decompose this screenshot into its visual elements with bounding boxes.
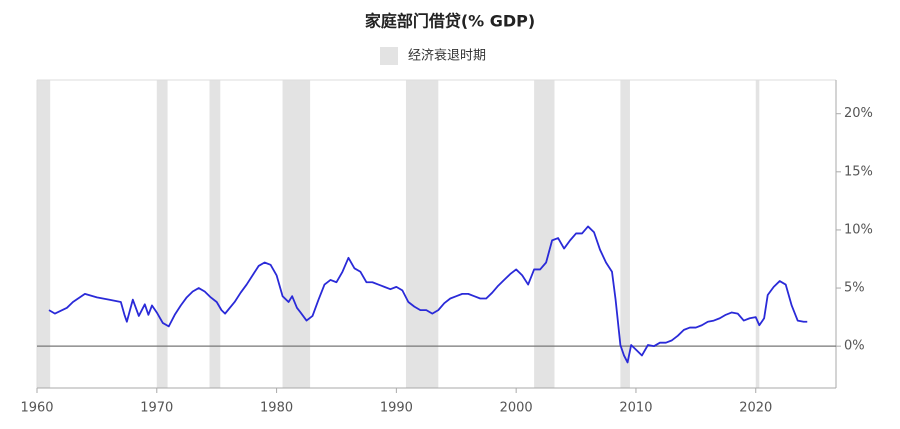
legend-swatch — [380, 47, 398, 65]
x-tick-label: 1990 — [380, 401, 413, 416]
recession-band — [209, 80, 221, 388]
x-tick-label: 2010 — [619, 401, 652, 416]
y-tick-label: 5% — [844, 281, 865, 296]
recession-band — [534, 80, 555, 388]
recession-band — [755, 80, 760, 388]
y-tick-label: 10% — [844, 222, 873, 237]
y-tick-label: 20% — [844, 106, 873, 121]
recession-band — [620, 80, 630, 388]
y-tick-label: 0% — [844, 339, 865, 354]
recession-band — [405, 80, 439, 388]
recession-band — [282, 80, 311, 388]
x-tick-label: 1970 — [140, 401, 173, 416]
x-tick-label: 2000 — [500, 401, 533, 416]
x-tick-label: 1960 — [20, 401, 53, 416]
x-tick-label: 1980 — [260, 401, 293, 416]
data-line — [48, 225, 808, 364]
recession-band — [156, 80, 168, 388]
legend-label: 经济衰退时期 — [408, 48, 486, 64]
y-tick-label: 15% — [844, 164, 873, 179]
x-tick-label: 2020 — [739, 401, 772, 416]
recession-band — [37, 80, 51, 388]
chart-title: 家庭部门借贷(% GDP) — [365, 12, 535, 31]
